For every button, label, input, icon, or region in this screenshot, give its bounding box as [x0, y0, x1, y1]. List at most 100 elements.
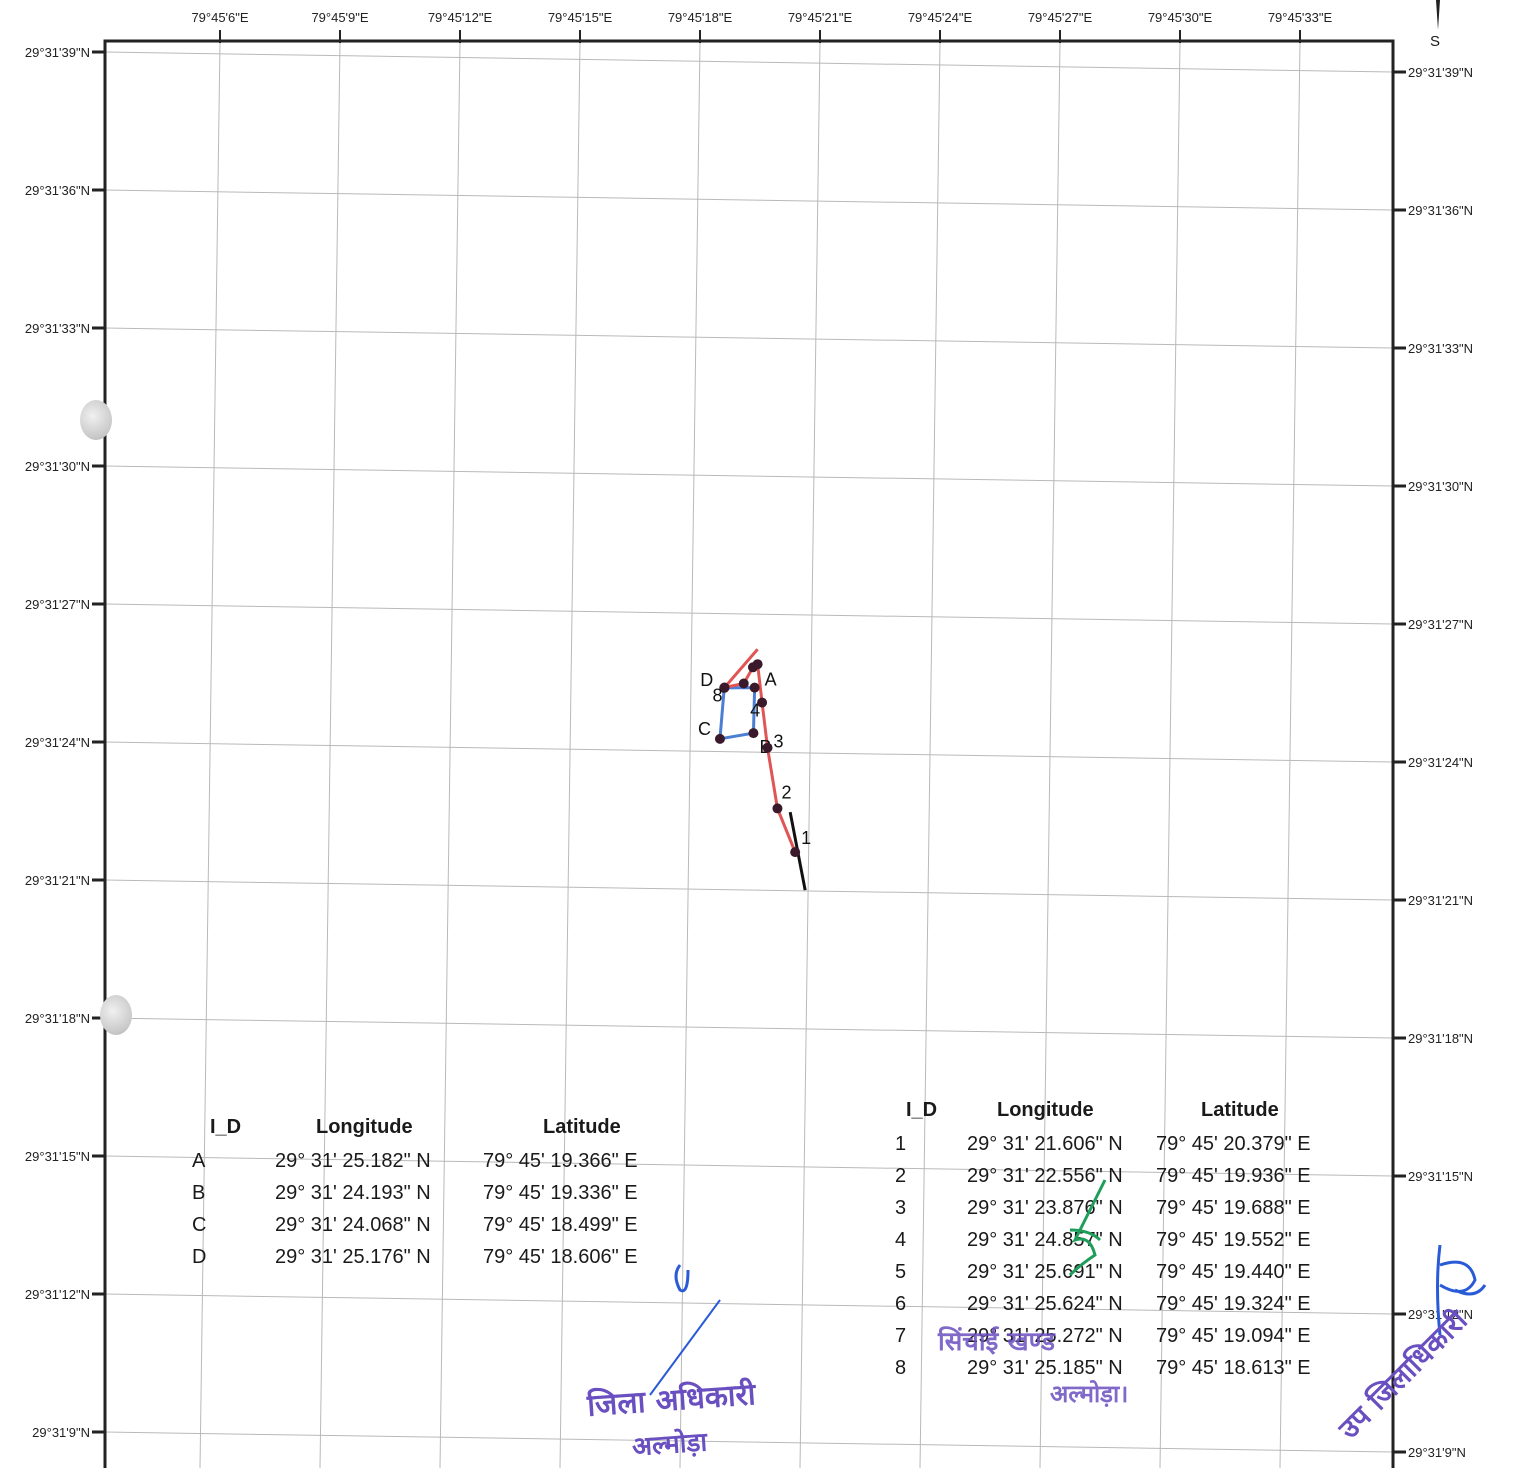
grid-line — [799, 40, 821, 1468]
table-cell-longitude: 29° 31' 24.193" N — [275, 1182, 431, 1204]
latitude-tick-label-right: 29°31'12"N — [1408, 1307, 1473, 1322]
table-cell-id: C — [192, 1214, 207, 1236]
parcel-point-label: D — [700, 670, 713, 690]
table-cell-latitude: 79° 45' 18.613" E — [1156, 1357, 1311, 1379]
latitude-ticks: 29°31'39"N 29°31'39"N 29°31'36"N 29°31'36"N… — [25, 45, 1473, 1460]
longitude-ticks: 79°45'6"E 79°45'9"E 79°45'12"E 79°45'15"E 79… — [191, 10, 1332, 43]
table-cell-id: 8 — [895, 1357, 907, 1379]
grid-line — [104, 465, 1394, 487]
table-cell-id: 1 — [895, 1133, 907, 1155]
map-grid — [104, 40, 1394, 1468]
longitude-tick-label: 79°45'21"E — [788, 10, 853, 25]
latitude-tick-label-right: 29°31'30"N — [1408, 479, 1473, 494]
map-frame — [103, 39, 1395, 1468]
latitude-tick-label-right: 29°31'24"N — [1408, 755, 1473, 770]
grid-line — [104, 1017, 1394, 1039]
grid-line — [559, 40, 581, 1468]
route-point-label: 4 — [750, 701, 760, 721]
longitude-tick-label: 79°45'9"E — [311, 10, 368, 25]
table-cell-latitude: 79° 45' 19.552" E — [1156, 1229, 1311, 1251]
route-point — [772, 803, 783, 814]
parcel-point — [748, 728, 759, 739]
latitude-tick-label-right: 29°31'33"N — [1408, 341, 1473, 356]
compass-label: S — [1430, 33, 1441, 50]
signature-mark — [649, 1299, 721, 1396]
table-cell-latitude: 79° 45' 18.499" E — [483, 1214, 638, 1236]
grid-line — [439, 40, 461, 1468]
table-cell-longitude: 29° 31' 22.556" N — [967, 1165, 1123, 1187]
longitude-tick-label: 79°45'15"E — [548, 10, 613, 25]
parcel-point — [714, 733, 725, 744]
latitude-tick-label-left: 29°31'24"N — [25, 735, 90, 750]
grid-line — [104, 51, 1394, 73]
collector-stamp-line2: अल्मोड़ा — [631, 1427, 709, 1463]
table-cell-id: A — [192, 1150, 206, 1172]
table-cell-longitude: 29° 31' 25.185" N — [967, 1357, 1123, 1379]
table-cell-longitude: 29° 31' 25.691" N — [967, 1261, 1123, 1283]
latitude-tick-label-right: 29°31'21"N — [1408, 893, 1473, 908]
table-cell-id: D — [192, 1246, 207, 1268]
longitude-tick-label: 79°45'12"E — [428, 10, 493, 25]
table-cell-latitude: 79° 45' 19.688" E — [1156, 1197, 1311, 1219]
grid-line — [199, 40, 221, 1468]
grid-line — [679, 40, 701, 1468]
table-cell-id: 6 — [895, 1293, 907, 1315]
latitude-tick-label-left: 29°31'27"N — [25, 597, 90, 612]
table-header-longitude: Longitude — [316, 1116, 413, 1138]
grid-line — [1279, 40, 1301, 1468]
longitude-tick-label: 79°45'30"E — [1148, 10, 1213, 25]
table-cell-id: 4 — [895, 1229, 907, 1251]
table-cell-latitude: 79° 45' 19.336" E — [483, 1182, 638, 1204]
table-header-latitude: Latitude — [543, 1116, 621, 1138]
irrigation-stamp-line1: सिंचाई खण्ड — [938, 1327, 1055, 1357]
grid-line — [104, 879, 1394, 901]
table-cell-latitude: 79° 45' 19.440" E — [1156, 1261, 1311, 1283]
route-point — [790, 847, 801, 858]
grid-line — [104, 603, 1394, 625]
route-point-label: 8 — [713, 685, 723, 705]
route-point — [719, 682, 730, 693]
route-point-label: 1 — [801, 828, 811, 848]
table-cell-longitude: 29° 31' 25.624" N — [967, 1293, 1123, 1315]
latitude-tick-label-left: 29°31'39"N — [25, 45, 90, 60]
latitude-tick-label-right: 29°31'39"N — [1408, 65, 1473, 80]
table-cell-id: 3 — [895, 1197, 907, 1219]
table-cell-latitude: 79° 45' 19.324" E — [1156, 1293, 1311, 1315]
longitude-tick-label: 79°45'27"E — [1028, 10, 1093, 25]
longitude-tick-label: 79°45'18"E — [668, 10, 733, 25]
route-point — [762, 742, 773, 753]
route-point-label: 2 — [781, 782, 791, 802]
table-cell-id: B — [192, 1182, 206, 1204]
grid-line — [104, 741, 1394, 763]
latitude-tick-label-left: 29°31'30"N — [25, 459, 90, 474]
latitude-tick-label-left: 29°31'9"N — [32, 1425, 90, 1440]
table-cell-id: 2 — [895, 1165, 907, 1187]
latitude-tick-label-left: 29°31'36"N — [25, 183, 90, 198]
grid-line — [104, 1431, 1394, 1453]
table-cell-latitude: 79° 45' 20.379" E — [1156, 1133, 1311, 1155]
latitude-tick-label-right: 29°31'36"N — [1408, 203, 1473, 218]
latitude-tick-label-left: 29°31'18"N — [25, 1011, 90, 1026]
table-cell-latitude: 79° 45' 19.094" E — [1156, 1325, 1311, 1347]
latitude-tick-label-left: 29°31'12"N — [25, 1287, 90, 1302]
punch-hole — [80, 400, 112, 440]
latitude-tick-label-left: 29°31'21"N — [25, 873, 90, 888]
table-cell-latitude: 79° 45' 18.606" E — [483, 1246, 638, 1268]
latitude-tick-label-right: 29°31'9"N — [1408, 1445, 1466, 1460]
latitude-tick-label-right: 29°31'15"N — [1408, 1169, 1473, 1184]
signature-mark — [674, 1264, 690, 1293]
grid-line — [104, 327, 1394, 349]
parcel-point-label: A — [765, 670, 777, 690]
longitude-tick-label: 79°45'33"E — [1268, 10, 1333, 25]
table-cell-id: 5 — [895, 1261, 907, 1283]
table-header-latitude: Latitude — [1201, 1099, 1279, 1121]
longitude-tick-label: 79°45'6"E — [191, 10, 248, 25]
map-features: ABCD12348 — [698, 648, 811, 891]
table-cell-latitude: 79° 45' 19.936" E — [1156, 1165, 1311, 1187]
table-cell-longitude: 29° 31' 23.876" N — [967, 1197, 1123, 1219]
grid-line — [104, 189, 1394, 211]
grid-line — [319, 40, 341, 1468]
table-cell-id: 7 — [895, 1325, 907, 1347]
table-cell-longitude: 29° 31' 25.176" N — [275, 1246, 431, 1268]
